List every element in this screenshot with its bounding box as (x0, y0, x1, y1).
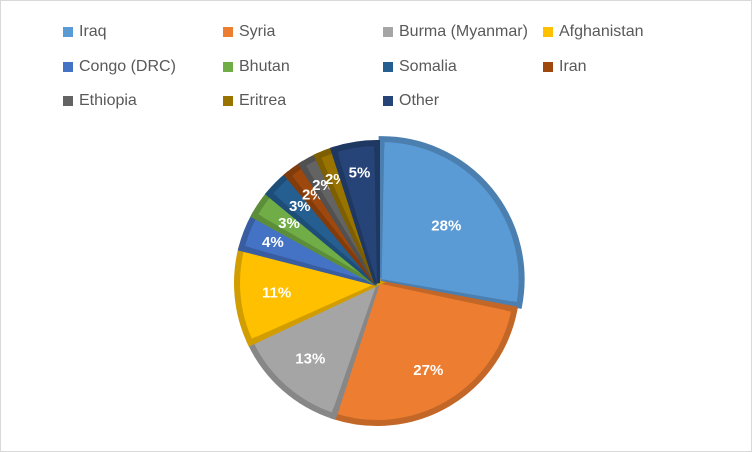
legend-item-somalia: Somalia (383, 57, 457, 77)
legend-swatch (543, 27, 553, 37)
pie-slice-face (323, 158, 377, 283)
legend-swatch (383, 27, 393, 37)
pie-slice-face (338, 283, 507, 415)
legend-label: Iran (559, 58, 587, 75)
pie-slice-group: 5% (329, 139, 380, 284)
pie-data-label: 4% (262, 234, 284, 251)
legend-item-ethiopia: Ethiopia (63, 91, 137, 111)
pie-slice-face (381, 147, 514, 302)
pie-slice-face (245, 252, 377, 337)
legend-item-burma-myanmar: Burma (Myanmar) (383, 22, 528, 42)
pie-data-label: 27% (413, 362, 443, 379)
legend-label: Other (399, 92, 440, 109)
legend-swatch (63, 96, 73, 106)
legend-swatch (223, 96, 233, 106)
legend-item-other: Other (383, 91, 439, 111)
legend-item-iran: Iran (543, 57, 587, 77)
legend-swatch (63, 62, 73, 72)
legend-label: Congo (DRC) (79, 58, 176, 75)
legend-label: Ethiopia (79, 92, 137, 109)
legend-label: Eritrea (239, 92, 287, 109)
pie-slice-group: 11% (234, 244, 386, 347)
pie-data-label: 3% (289, 198, 311, 215)
pie-slice-face (338, 151, 377, 283)
pie-data-label: 11% (262, 285, 291, 302)
pie-data-label: 13% (295, 351, 325, 368)
pie-slice-face (258, 283, 377, 408)
legend-swatch (63, 27, 73, 37)
legend-swatch (223, 27, 233, 37)
legend-item-congo-drc: Congo (DRC) (63, 57, 176, 77)
legend-label: Burma (Myanmar) (399, 23, 528, 40)
legend-item-bhutan: Bhutan (223, 57, 290, 77)
chart-legend: Iraq Syria Burma (Myanmar) Afghanistan Congo… (1, 1, 751, 121)
pie-data-label: 3% (278, 215, 300, 232)
pie-slice-group: 13% (246, 277, 382, 420)
legend-item-eritrea: Eritrea (223, 91, 286, 111)
legend-label: Afghanistan (559, 23, 644, 40)
legend-swatch (383, 96, 393, 106)
legend-label: Syria (239, 23, 276, 40)
legend-label: Iraq (79, 23, 107, 40)
legend-label: Somalia (399, 58, 457, 75)
pie-slice-group: 28% (378, 136, 525, 309)
legend-swatch (223, 62, 233, 72)
legend-item-iraq: Iraq (63, 22, 107, 42)
legend-swatch (543, 62, 553, 72)
pie-data-label: 5% (349, 164, 371, 181)
legend-item-syria: Syria (223, 22, 275, 42)
legend-item-afghanistan: Afghanistan (543, 22, 644, 42)
legend-swatch (383, 62, 393, 72)
legend-label: Bhutan (239, 58, 290, 75)
pie-data-label: 28% (431, 218, 461, 235)
pie-slice-group: 27% (329, 279, 519, 426)
pie-slice-face (277, 183, 377, 283)
